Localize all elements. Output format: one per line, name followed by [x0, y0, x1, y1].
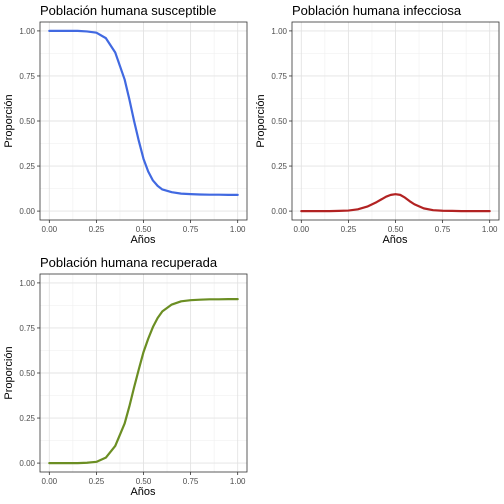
y-tick-label: 0.50	[271, 117, 287, 126]
y-axis-label: Proporción	[3, 94, 15, 147]
chart-panel-3: 0.00 0.25 0.50 0.75 1.00 0.00 0.25 0.50 0.75 1.00…	[3, 255, 248, 498]
y-axis-label: Proporción	[3, 346, 15, 399]
series-line	[48, 29, 239, 196]
x-tick-label: 0.50	[136, 225, 152, 234]
y-tick-label: 0.25	[19, 162, 35, 171]
y-tick-label: 0.00	[19, 459, 35, 468]
y-tick-label: 0.75	[19, 324, 35, 333]
x-tick-label: 0.75	[183, 477, 199, 486]
x-axis: 0.00 0.25 0.50 0.75 1.00	[42, 472, 246, 486]
y-tick-label: 1.00	[19, 27, 35, 36]
x-tick-label: 1.00	[230, 477, 246, 486]
x-axis-label: Años	[130, 234, 156, 246]
x-axis: 0.00 0.25 0.50 0.75 1.00	[294, 220, 498, 234]
series-line	[48, 298, 239, 465]
y-axis: 0.00 0.25 0.50 0.75 1.00	[19, 27, 40, 216]
x-tick-label: 0.25	[341, 225, 357, 234]
y-tick-label: 0.00	[19, 207, 35, 216]
x-tick-label: 1.00	[482, 225, 498, 234]
y-tick-label: 0.25	[271, 162, 287, 171]
y-axis: 0.00 0.25 0.50 0.75 1.00	[271, 27, 292, 216]
x-tick-label: 0.00	[294, 225, 310, 234]
y-tick-label: 1.00	[19, 279, 35, 288]
x-tick-label: 0.00	[42, 225, 58, 234]
series-line	[300, 193, 491, 213]
y-axis: 0.00 0.25 0.50 0.75 1.00	[19, 279, 40, 468]
chart-title: Población humana susceptible	[40, 3, 216, 18]
chart-title: Población humana infecciosa	[292, 3, 462, 18]
x-axis: 0.00 0.25 0.50 0.75 1.00	[42, 220, 246, 234]
y-tick-label: 0.25	[19, 414, 35, 423]
x-tick-label: 0.00	[42, 477, 58, 486]
x-axis-label: Años	[130, 486, 156, 498]
chart-title: Población humana recuperada	[40, 255, 218, 270]
x-axis-label: Años	[382, 234, 408, 246]
y-tick-label: 0.50	[19, 117, 35, 126]
grid	[40, 22, 247, 220]
y-tick-label: 0.75	[19, 72, 35, 81]
chart-panel-2: 0.00 0.25 0.50 0.75 1.00 0.00 0.25 0.50 0.75 1.00…	[255, 3, 500, 246]
y-tick-label: 0.50	[19, 369, 35, 378]
x-tick-label: 0.50	[388, 225, 404, 234]
x-tick-label: 0.25	[89, 477, 105, 486]
x-tick-label: 0.75	[183, 225, 199, 234]
x-tick-label: 0.25	[89, 225, 105, 234]
y-tick-label: 0.00	[271, 207, 287, 216]
chart-panel-1: 0.00 0.25 0.50 0.75 1.00 0.00 0.25 0.50 0.75 1.00…	[3, 3, 248, 246]
y-tick-label: 1.00	[271, 27, 287, 36]
x-tick-label: 1.00	[230, 225, 246, 234]
x-tick-label: 0.50	[136, 477, 152, 486]
y-tick-label: 0.75	[271, 72, 287, 81]
x-tick-label: 0.75	[435, 225, 451, 234]
y-axis-label: Proporción	[255, 94, 267, 147]
grid	[40, 274, 247, 472]
